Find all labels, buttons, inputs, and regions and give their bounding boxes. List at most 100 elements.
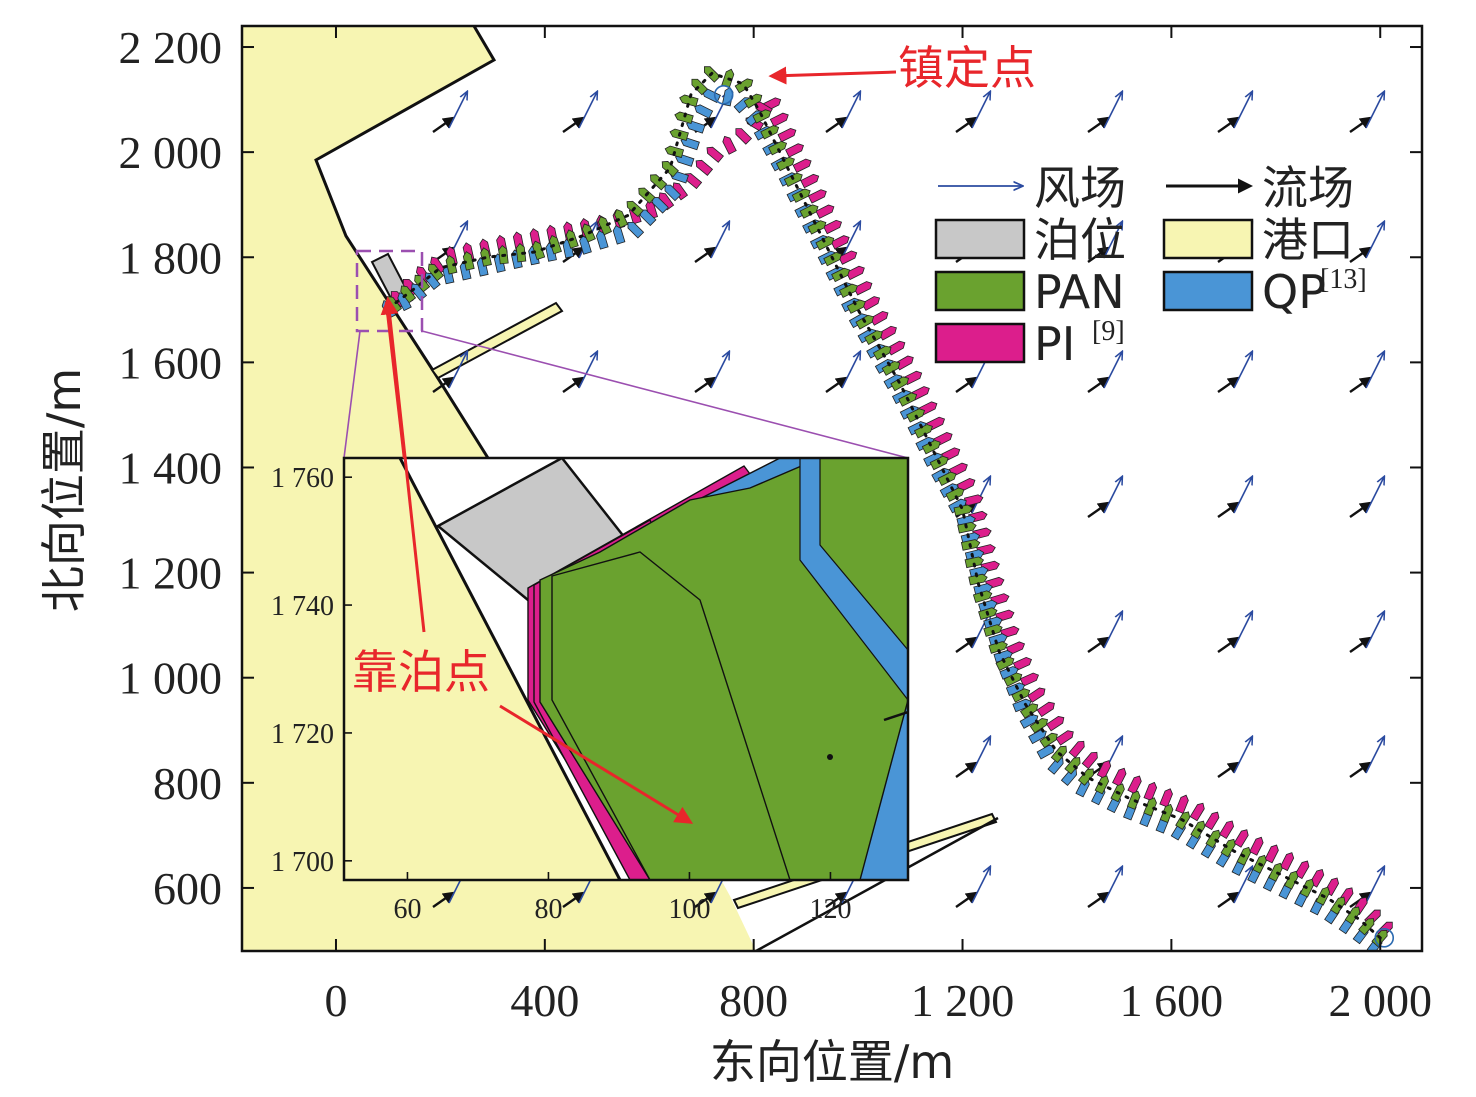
wind-arrow	[1103, 92, 1122, 129]
x-tick-label: 1 600	[1120, 975, 1224, 1026]
y-tick-label: 2 200	[119, 22, 223, 73]
ship-footprint-qp	[652, 197, 669, 214]
wind-arrow	[1233, 92, 1252, 129]
ship-footprint-qp	[579, 235, 592, 255]
wind-arrow	[1233, 612, 1252, 649]
ship-footprint-qp	[612, 225, 626, 245]
zoom-connector-left	[343, 330, 361, 459]
current-arrow	[694, 376, 717, 393]
ship-footprint-qp	[595, 230, 609, 250]
ship-footprint-pi	[1204, 811, 1220, 831]
ship-footprint-pan	[945, 487, 965, 502]
current-arrow	[432, 891, 455, 908]
ship-footprint-pi	[807, 189, 827, 204]
wind-arrow	[1103, 222, 1122, 259]
legend-swatch-qp	[1162, 270, 1254, 312]
ship-footprint-qp	[1012, 698, 1032, 713]
legend-swatch-port	[1162, 218, 1254, 260]
inset-y-tick-label: 1 760	[271, 463, 334, 494]
current-arrow	[955, 891, 978, 908]
ship-footprint-pi	[815, 204, 835, 219]
ship-footprint-pi	[706, 146, 724, 163]
wind-arrow	[448, 352, 467, 389]
ship-footprint-pi	[684, 173, 703, 190]
current-arrow	[1087, 116, 1110, 133]
ship-footprint-pi	[878, 325, 897, 341]
y-tick-label: 1 200	[119, 548, 223, 599]
current-arrow	[562, 116, 585, 133]
x-tick-label: 800	[719, 975, 788, 1026]
current-arrow	[694, 246, 717, 263]
ship-footprint-pan	[1220, 838, 1236, 858]
anchor-point-marker	[713, 85, 734, 105]
legend-label-berth: 泊位	[1034, 213, 1126, 267]
ship-footprint-pan	[691, 78, 709, 96]
inset-plot: 60 80 100 120 1 700 1 720 1 740 1 760	[271, 456, 910, 925]
ship-footprint-pan	[1358, 918, 1375, 936]
current-arrow	[955, 636, 978, 653]
x-tick-label: 0	[324, 975, 347, 1026]
shore-line-lower	[755, 816, 999, 951]
inset-port-land	[344, 458, 620, 880]
inset-content	[344, 458, 908, 880]
inset-x-tick-label: 60	[393, 894, 421, 925]
ship-footprint-pan	[775, 156, 795, 172]
berthing-point-label: 靠泊点	[352, 645, 490, 699]
ship-footprint-pi	[695, 159, 714, 176]
legend-label-qp: QP	[1262, 265, 1326, 319]
ship-footprint-pan	[532, 240, 546, 261]
ship-footprint-pi	[1233, 829, 1249, 848]
ship-footprint-qp	[1019, 714, 1039, 729]
ship-footprint-pan	[679, 94, 699, 107]
ship-footprint-pi	[777, 127, 797, 143]
current-arrow	[825, 116, 848, 133]
current-arrow	[1217, 116, 1240, 133]
current-arrow	[1349, 116, 1372, 133]
trajectories	[381, 66, 1395, 951]
legend-label-port: 港口	[1262, 213, 1354, 267]
ship-footprint-pi	[895, 355, 914, 371]
wind-arrow	[578, 92, 597, 129]
wind-arrow	[841, 92, 860, 129]
ship-footprint-pan	[1064, 757, 1081, 775]
ship-footprint-pan	[614, 208, 629, 229]
current-arrow	[955, 761, 978, 778]
ship-footprint-pan	[1077, 768, 1095, 786]
inset-y-tick-label: 1 740	[271, 591, 334, 622]
wind-arrow	[448, 92, 467, 129]
legend-item-current: 流场	[1166, 161, 1354, 215]
ship-footprint-pi	[792, 158, 812, 173]
wind-arrow	[1365, 222, 1384, 259]
ship-footprint-qp	[1036, 744, 1056, 760]
legend-item-pan: PAN	[934, 265, 1125, 319]
wind-arrow	[1365, 612, 1384, 649]
current-arrow	[1349, 376, 1372, 393]
y-tick-label: 800	[153, 758, 222, 809]
current-arrow	[694, 891, 717, 908]
inset-y-tick-label: 1 700	[271, 847, 334, 878]
current-arrow	[432, 116, 455, 133]
ship-footprint-pi	[861, 296, 881, 311]
legend-sup-pi: [9]	[1092, 316, 1125, 347]
legend-swatch-pan	[934, 270, 1026, 312]
y-tick-label: 1 800	[119, 232, 223, 283]
ship-footprint-pan	[968, 573, 988, 586]
ship-footprint-pi	[845, 265, 865, 281]
ship-footprint-pan	[400, 285, 417, 304]
ship-footprint-qp	[999, 666, 1019, 680]
ship-footprint-pan	[1159, 803, 1174, 824]
ship-footprint-pan	[964, 556, 985, 569]
inset-y-tick-label: 1 720	[271, 719, 334, 750]
current-arrow	[1087, 501, 1110, 518]
annotations: 镇定点 靠泊点	[352, 41, 1036, 824]
inset-track-dot	[827, 754, 833, 760]
ship-footprint-qp	[988, 633, 1008, 646]
wind-arrow	[971, 737, 990, 774]
ship-footprint-pan	[1143, 797, 1157, 817]
ship-footprint-pan	[953, 504, 973, 517]
ship-footprint-pi	[1218, 820, 1235, 839]
wind-arrow	[1233, 352, 1252, 389]
trajectory-centerline	[391, 71, 1382, 940]
ship-footprint-pan	[650, 174, 668, 191]
ship-footprint-pan	[515, 242, 527, 263]
